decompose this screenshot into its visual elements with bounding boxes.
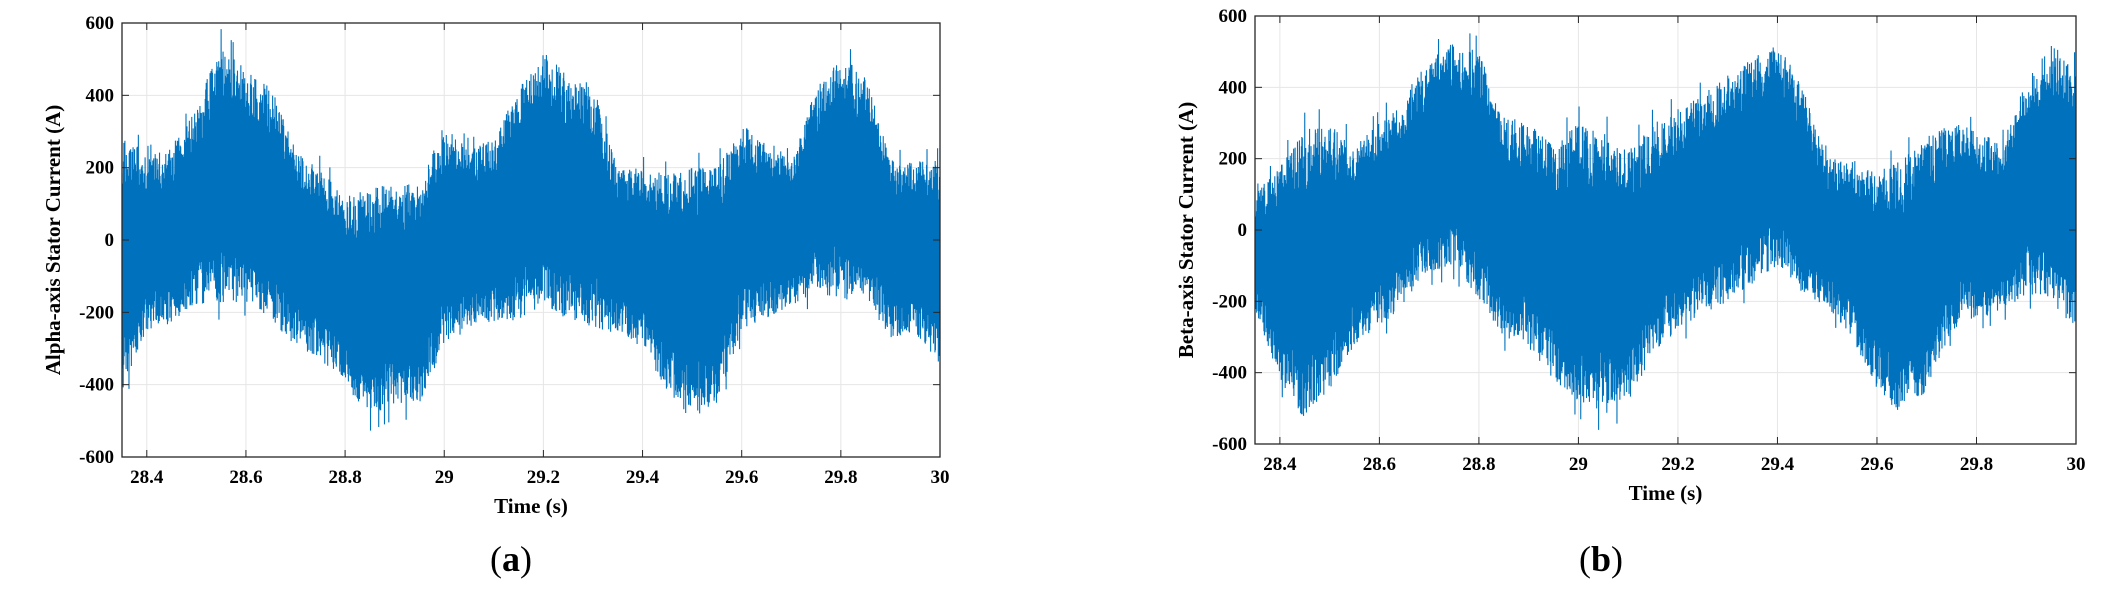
x-tick-label: 28.8 xyxy=(1462,454,1495,475)
x-tick-label: 29.2 xyxy=(1661,454,1694,475)
y-tick-label: -600 xyxy=(1212,434,1247,455)
x-tick-label: 28.4 xyxy=(130,467,164,488)
y-tick-label: 0 xyxy=(1238,220,1248,241)
panel-a-label: a xyxy=(502,539,520,579)
y-tick-label: 0 xyxy=(105,230,115,251)
y-tick-label: -200 xyxy=(79,302,114,323)
x-tick-label: 28.6 xyxy=(229,467,262,488)
y-tick-label: -600 xyxy=(79,447,114,468)
x-tick-label: 28.6 xyxy=(1363,454,1396,475)
y-tick-label: 200 xyxy=(1219,149,1248,170)
y-tick-label: -200 xyxy=(1212,291,1247,312)
y-tick-label: 600 xyxy=(1219,6,1248,27)
x-tick-label: 28.8 xyxy=(328,467,361,488)
x-tick-label: 30 xyxy=(2067,454,2086,475)
panel-a-caption: (a) xyxy=(490,539,532,579)
panel-b-caption: (b) xyxy=(1579,539,1624,579)
x-tick-label: 30 xyxy=(931,467,950,488)
x-tick-label: 29.4 xyxy=(626,467,660,488)
y-tick-label: -400 xyxy=(79,375,114,396)
x-tick-label: 29.6 xyxy=(1860,454,1893,475)
y-tick-label: 200 xyxy=(86,158,115,179)
signal-line xyxy=(1255,33,2076,430)
chart-panel-b: 28.4 28.6 28.8 29 29.2 29.4 29.6 29.8 30 -600 -400… xyxy=(1057,0,2114,595)
y-tick-label: 400 xyxy=(86,85,115,106)
x-axis-label: Time (s) xyxy=(1629,481,1703,505)
chart-a-svg: 28.4 28.6 28.8 29 29.2 29.4 29.6 29.8 30 -600 -400… xyxy=(41,13,950,518)
x-tick-label: 29.4 xyxy=(1761,454,1795,475)
x-tick-label: 29.8 xyxy=(824,467,857,488)
x-tick-label: 29.2 xyxy=(527,467,560,488)
panel-b-label: b xyxy=(1591,539,1612,579)
x-tick-label: 29.6 xyxy=(725,467,758,488)
x-tick-label: 29 xyxy=(1569,454,1588,475)
chart-b-svg: 28.4 28.6 28.8 29 29.2 29.4 29.6 29.8 30 -600 -400… xyxy=(1174,6,2086,505)
x-axis-label: Time (s) xyxy=(494,494,568,518)
signal-line xyxy=(122,29,940,431)
y-tick-label: 600 xyxy=(86,13,115,34)
chart-panel-a: 28.4 28.6 28.8 29 29.2 29.4 29.6 29.8 30 -600 -400… xyxy=(41,13,950,579)
y-axis-label: Alpha-axis Stator Current (A) xyxy=(41,105,65,375)
x-tick-label: 28.4 xyxy=(1263,454,1297,475)
y-tick-label: 400 xyxy=(1219,77,1248,98)
y-tick-label: -400 xyxy=(1212,363,1247,384)
x-tick-label: 29 xyxy=(435,467,454,488)
x-tick-label: 29.8 xyxy=(1960,454,1993,475)
y-axis-label: Beta-axis Stator Current (A) xyxy=(1174,102,1198,358)
